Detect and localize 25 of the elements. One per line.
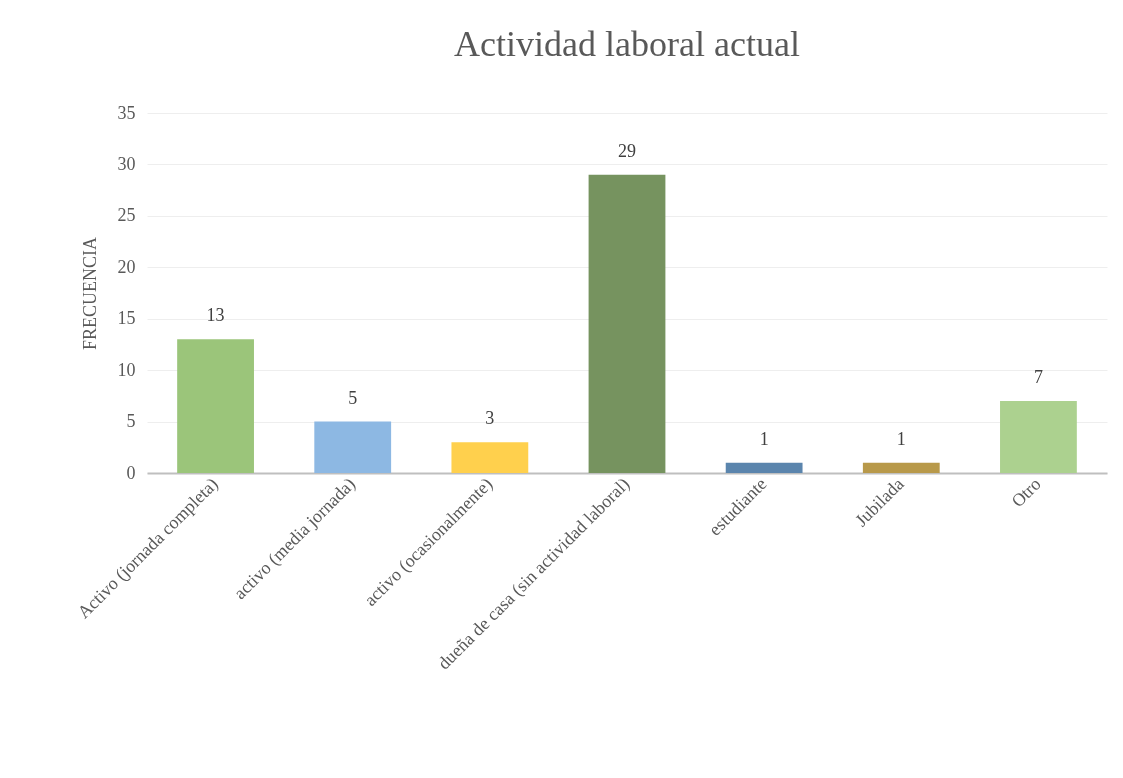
y-tick-label: 30 (117, 153, 136, 174)
data-label: 1 (896, 428, 906, 449)
data-label: 1 (759, 428, 769, 449)
data-label: 13 (206, 305, 225, 326)
x-tick-label: Otro (1007, 473, 1045, 512)
bar (314, 421, 392, 473)
bar (862, 462, 940, 473)
bar (588, 174, 666, 473)
y-tick-label: 15 (117, 308, 136, 329)
data-label: 3 (485, 408, 495, 429)
data-label: 5 (348, 387, 358, 408)
bar (725, 462, 803, 473)
y-tick-label: 35 (117, 102, 136, 123)
data-label: 7 (1033, 367, 1043, 387)
y-tick-label: 0 (126, 462, 136, 483)
y-tick-label: 20 (117, 256, 136, 277)
chart-title: Actividad laboral actual (454, 24, 800, 64)
bar (1000, 401, 1077, 473)
y-axis-title: FRECUENCIA (79, 236, 100, 351)
y-tick-label: 10 (117, 359, 136, 380)
y-tick-label: 5 (126, 411, 136, 432)
y-tick-label: 25 (117, 205, 136, 226)
bar (451, 442, 529, 473)
data-label: 29 (618, 140, 636, 161)
bar (177, 339, 254, 473)
